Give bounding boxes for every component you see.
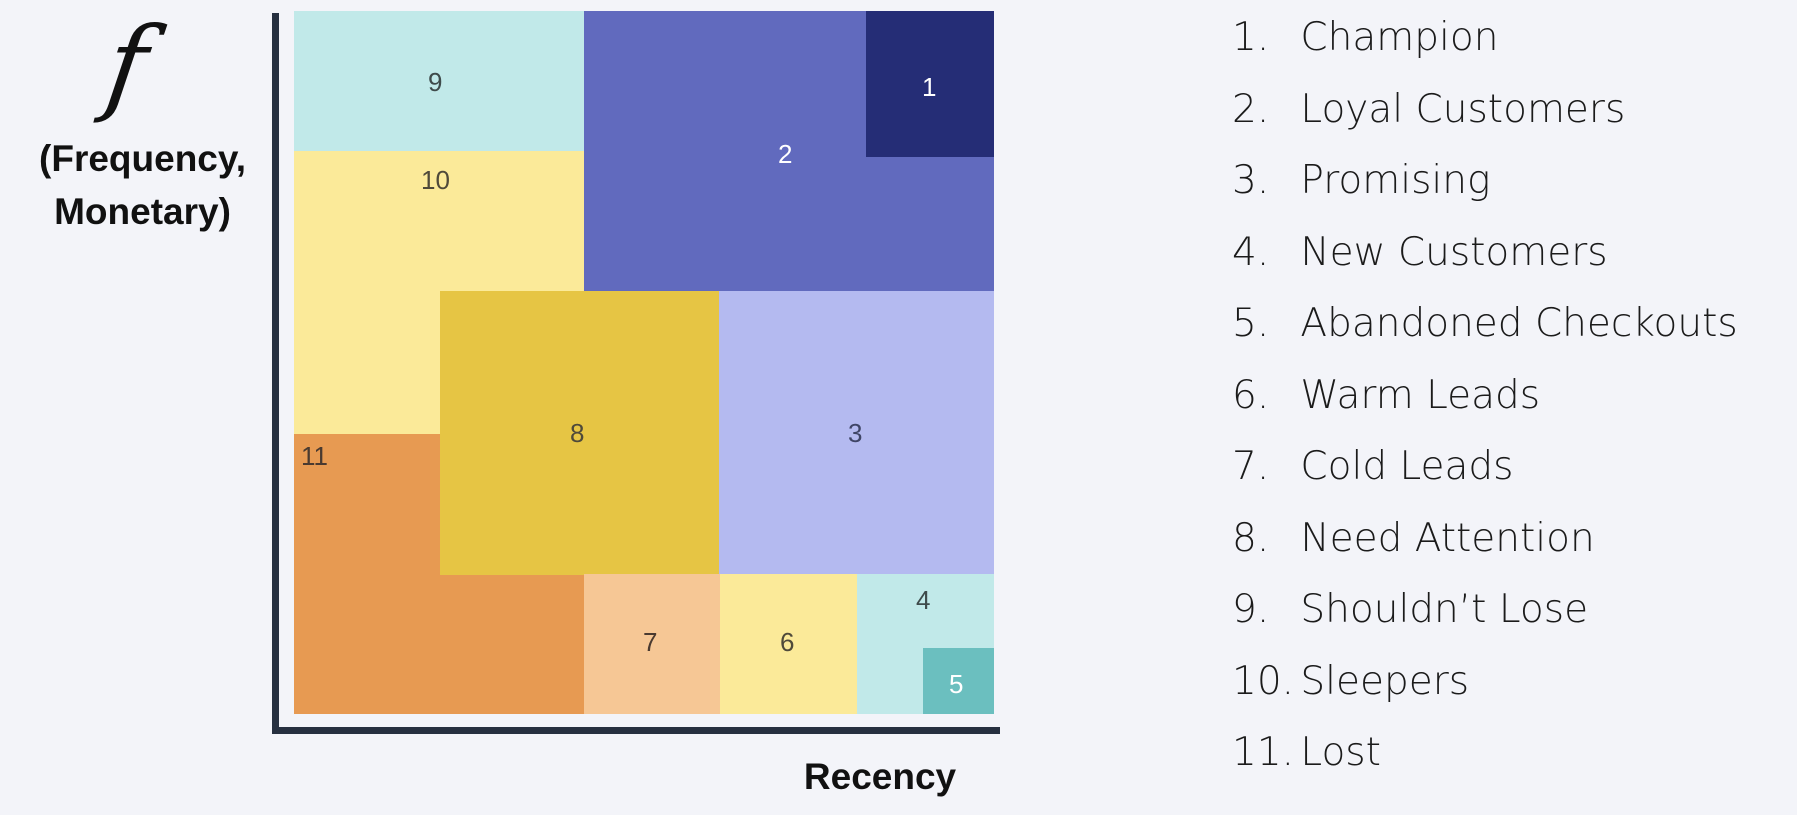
x-axis-label: Recency [803,756,957,797]
x-axis-line [272,727,1000,734]
y-axis-label-line1: (Frequency, [39,138,246,179]
segment-8-number: 8 [570,418,585,448]
y-axis-line [272,13,279,734]
segment-1-number: 1 [922,72,937,102]
segment-9: 9 [294,11,585,151]
legend-item-sleepers: 10. Sleepers [1232,658,1470,704]
legend-item-lost: 11. Lost [1232,730,1381,775]
segment-10-number: 10 [421,165,450,195]
y-axis-label: (Frequency, Monetary) [20,132,265,238]
y-axis-symbol: f [99,4,155,126]
legend-label: Lost [1300,730,1381,775]
segment-6-number: 6 [780,627,795,657]
legend-item-champion: 1. Champion [1232,15,1499,60]
legend-item-warm-leads: 6. Warm Leads [1232,372,1541,418]
segment-7-number: 7 [643,627,658,657]
segment-2-number: 2 [778,139,793,169]
segment-5-number: 5 [949,669,964,699]
legend-label: New Customers [1300,229,1608,275]
legend-item-promising: 3. Promising [1232,158,1491,203]
legend-item-abandoned-checkouts: 5. Abandoned Checkouts [1232,301,1738,346]
legend-item-new-customers: 4. New Customers [1232,229,1608,275]
segment-9-number: 9 [428,67,443,97]
segment-11: 11 [294,434,441,575]
legend-label: Need Attention [1300,515,1595,561]
segment-4-number: 4 [916,585,931,615]
segment-5: 5 [923,648,994,714]
legend-label: Warm Leads [1300,372,1541,418]
legend-label: Abandoned Checkouts [1300,301,1738,346]
legend-label: Shouldn’t Lose [1300,587,1589,632]
legend-item-shouldnt-lose: 9. Shouldn’t Lose [1232,587,1589,632]
legend-item-loyal-customers: 2. Loyal Customers [1232,86,1626,132]
y-axis-label-line2: Monetary) [54,191,231,232]
legend: 1. Champion 2. Loyal Customers 3. Promis… [1232,10,1738,797]
segment-10: 10 [294,150,585,293]
segment-11-number: 11 [301,441,328,471]
segment-3: 3 [719,291,994,575]
legend-label: Sleepers [1300,658,1470,704]
segment-11-fill-bottom [294,574,585,714]
legend-label: Promising [1300,158,1491,203]
segment-8: 8 [440,291,720,575]
legend-label: Cold Leads [1300,444,1514,489]
legend-item-cold-leads: 7. Cold Leads [1232,444,1514,489]
segment-6: 6 [720,574,858,714]
legend-label: Champion [1300,15,1499,60]
segment-7: 7 [584,574,721,714]
segment-3-number: 3 [848,418,863,448]
segment-1: 1 [866,11,994,157]
legend-label: Loyal Customers [1300,86,1626,132]
legend-item-need-attention: 8. Need Attention [1232,515,1595,561]
